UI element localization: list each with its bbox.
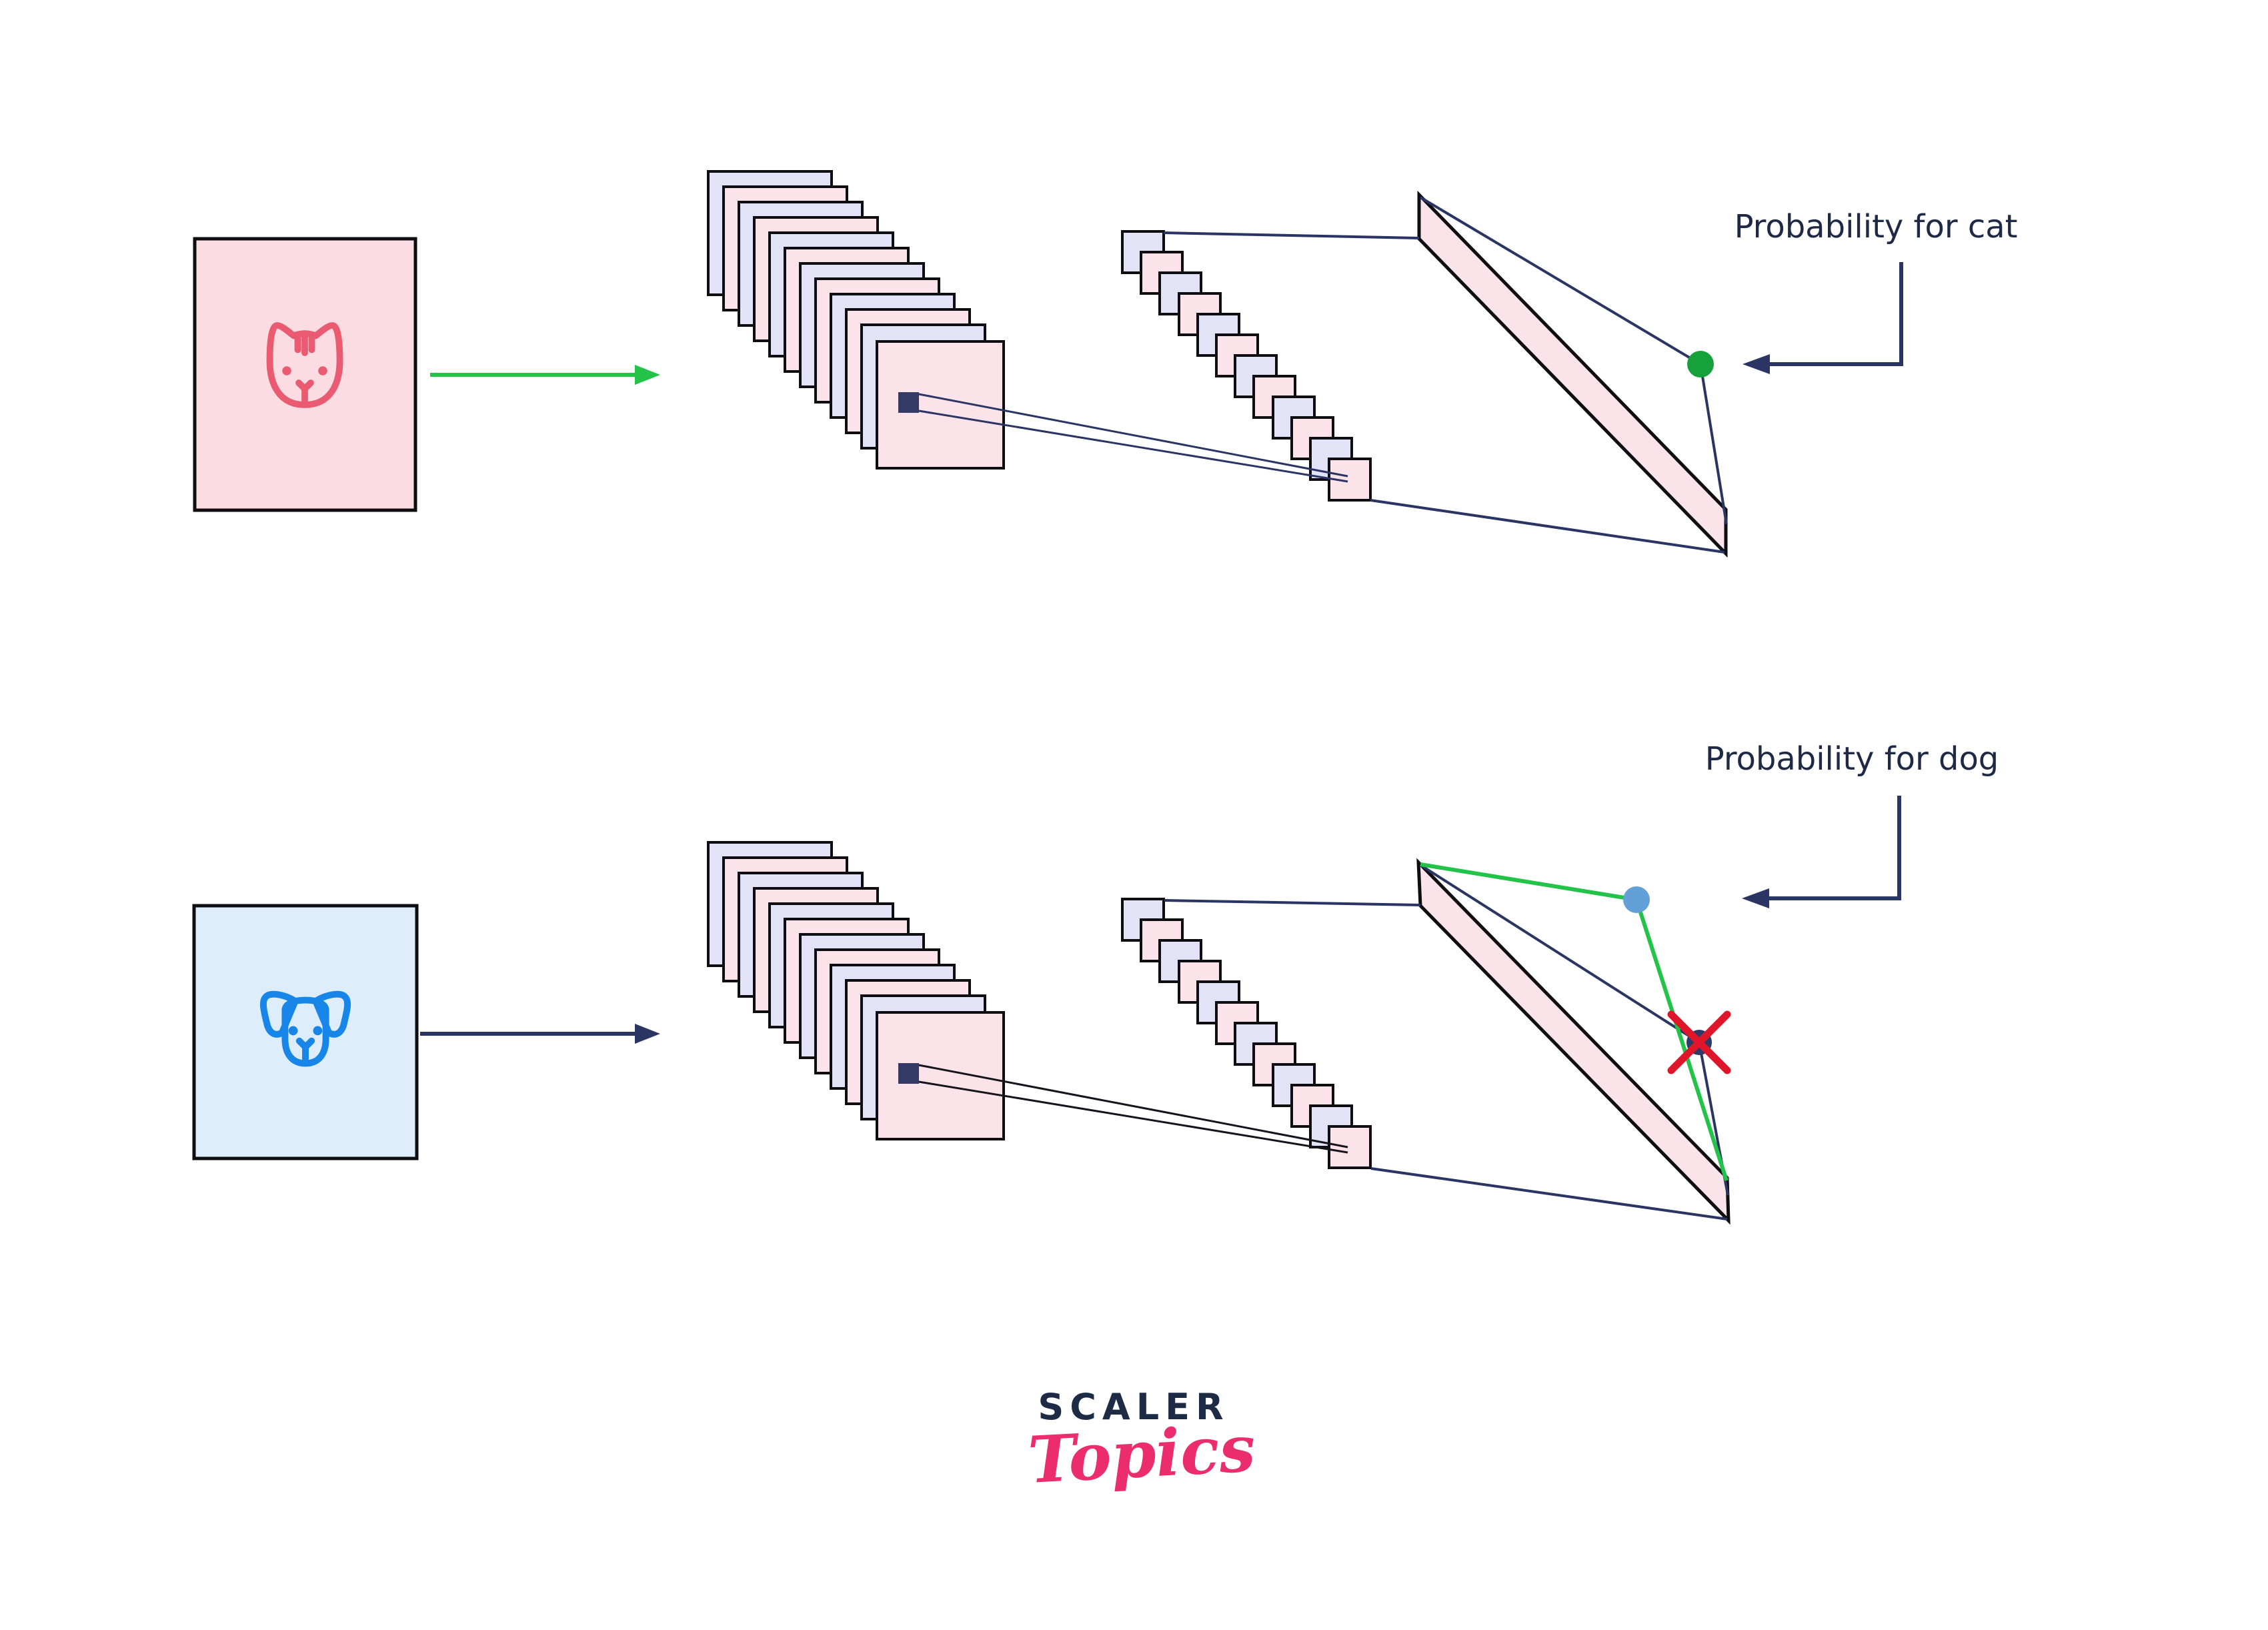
- output-to-dense-green-line: [1634, 899, 1729, 1181]
- probability-for-dog-label: Probability for dog: [1705, 740, 1999, 778]
- probability-for-cat-label: Probability for cat: [1734, 208, 2018, 245]
- cat-row: [193, 170, 1903, 558]
- dense-layer-parallelogram: [1416, 858, 1731, 1225]
- dense-to-output-line: [1419, 196, 1702, 365]
- elbow-left-arrow-icon: [1742, 796, 1901, 908]
- dog-icon: [259, 990, 351, 1067]
- elbow-left-arrow-icon: [1743, 262, 1903, 374]
- conv-front-feature-map: [876, 340, 1005, 470]
- kernel-connection-line: [918, 1064, 1348, 1148]
- flatten-layer-stack: [1121, 898, 1372, 1169]
- scaler-logo-wordmark: SCALER: [1038, 1386, 1230, 1428]
- dense-to-rejected-node-line: [1419, 864, 1700, 1044]
- dense-layer-parallelogram: [1417, 190, 1728, 558]
- flatten-to-dense-line: [1163, 231, 1420, 239]
- cat-output-node-green-dot: [1687, 351, 1714, 377]
- dense-to-output-green-line: [1420, 862, 1637, 902]
- rejected-output-node: [1667, 1010, 1731, 1074]
- flatten-to-dense-line: [1164, 899, 1421, 906]
- kernel-connection-line: [918, 410, 1348, 483]
- cat-input-image: [193, 237, 417, 512]
- scaler-topics-logo-script: Topics: [1026, 1411, 1257, 1498]
- dog-input-image: [192, 904, 419, 1160]
- dog-output-node-blue-dot: [1623, 886, 1650, 913]
- red-x-icon: [1667, 1010, 1731, 1074]
- kernel-connection-line: [918, 393, 1348, 478]
- kernel-window: [898, 392, 919, 413]
- conv-layer-stack: [707, 170, 1005, 470]
- kernel-window: [898, 1063, 919, 1084]
- conv-layer-stack: [707, 841, 1005, 1140]
- navy-right-arrow-icon: [420, 1024, 660, 1044]
- green-right-arrow-icon: [430, 365, 660, 385]
- flatten-layer-stack: [1121, 230, 1372, 502]
- kernel-connection-line: [918, 1080, 1348, 1154]
- cat-icon: [266, 322, 343, 408]
- flatten-to-dense-line: [1370, 499, 1725, 554]
- flatten-unit-square: [1328, 1125, 1372, 1169]
- output-to-dense-line: [1699, 363, 1728, 525]
- conv-front-feature-map: [876, 1011, 1005, 1140]
- dog-row: [192, 796, 1901, 1225]
- flatten-to-dense-line: [1370, 1167, 1728, 1220]
